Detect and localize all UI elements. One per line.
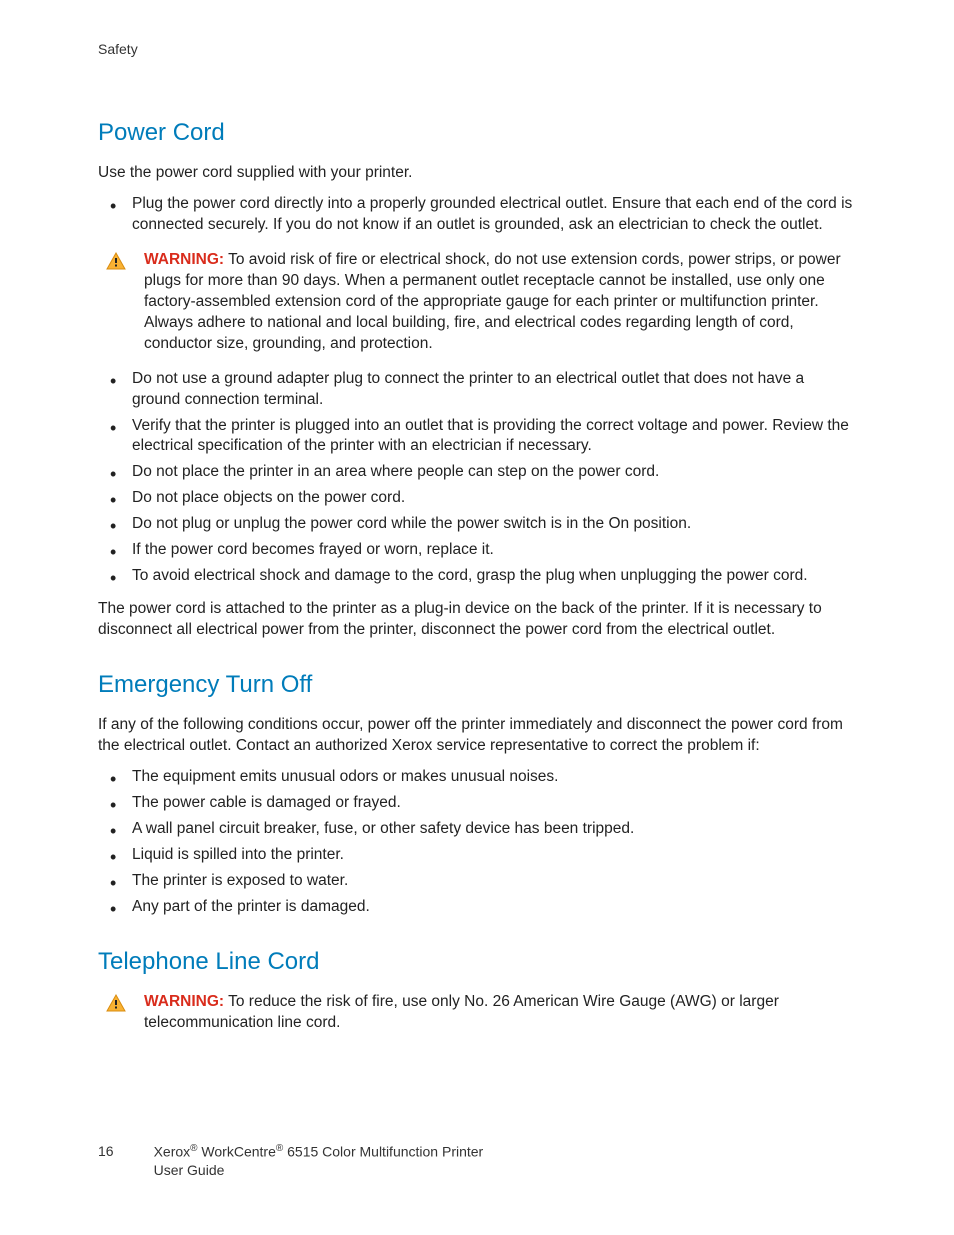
list-item: A wall panel circuit breaker, fuse, or o… [98,819,856,840]
footer-reg1: ® [190,1143,197,1154]
warning-label: WARNING: [144,993,224,1010]
warning-text-power-cord: WARNING: To avoid risk of fire or electr… [144,250,856,355]
footer-line2: User Guide [154,1162,225,1178]
heading-power-cord: Power Cord [98,117,856,149]
warning-body: To avoid risk of fire or electrical shoc… [144,251,841,352]
warning-triangle-icon [106,252,126,277]
power-cord-bullet-group-1: Plug the power cord directly into a prop… [98,194,856,236]
list-item: To avoid electrical shock and damage to … [98,566,856,587]
power-cord-outro: The power cord is attached to the printe… [98,599,856,641]
emergency-intro: If any of the following conditions occur… [98,715,856,757]
footer-brand2: WorkCentre [198,1144,276,1160]
list-item: Any part of the printer is damaged. [98,897,856,918]
list-item: Do not use a ground adapter plug to conn… [98,369,856,411]
list-item: Plug the power cord directly into a prop… [98,194,856,236]
list-item: Do not plug or unplug the power cord whi… [98,514,856,535]
warning-block-telephone: WARNING: To reduce the risk of fire, use… [106,992,856,1034]
footer-product-rest: 6515 Color Multifunction Printer [283,1144,483,1160]
heading-emergency-turn-off: Emergency Turn Off [98,669,856,701]
list-item: Do not place the printer in an area wher… [98,462,856,483]
warning-body: To reduce the risk of fire, use only No.… [144,993,779,1031]
list-item: The equipment emits unusual odors or mak… [98,767,856,788]
emergency-bullets: The equipment emits unusual odors or mak… [98,767,856,918]
warning-triangle-icon [106,994,126,1019]
heading-telephone-line-cord: Telephone Line Cord [98,946,856,978]
warning-label: WARNING: [144,251,224,268]
list-item: Do not place objects on the power cord. [98,488,856,509]
list-item: The printer is exposed to water. [98,871,856,892]
warning-block-power-cord: WARNING: To avoid risk of fire or electr… [106,250,856,355]
list-item: If the power cord becomes frayed or worn… [98,540,856,561]
footer-brand1: Xerox [154,1144,191,1160]
list-item: Liquid is spilled into the printer. [98,845,856,866]
list-item: Verify that the printer is plugged into … [98,416,856,458]
power-cord-intro: Use the power cord supplied with your pr… [98,163,856,184]
warning-text-telephone: WARNING: To reduce the risk of fire, use… [144,992,856,1034]
page-number: 16 [98,1142,114,1161]
power-cord-bullet-group-2: Do not use a ground adapter plug to conn… [98,369,856,587]
footer-product: Xerox® WorkCentre® 6515 Color Multifunct… [154,1142,484,1179]
list-item: The power cable is damaged or frayed. [98,793,856,814]
page-header-section: Safety [98,40,856,59]
page-footer: 16 Xerox® WorkCentre® 6515 Color Multifu… [98,1142,483,1179]
